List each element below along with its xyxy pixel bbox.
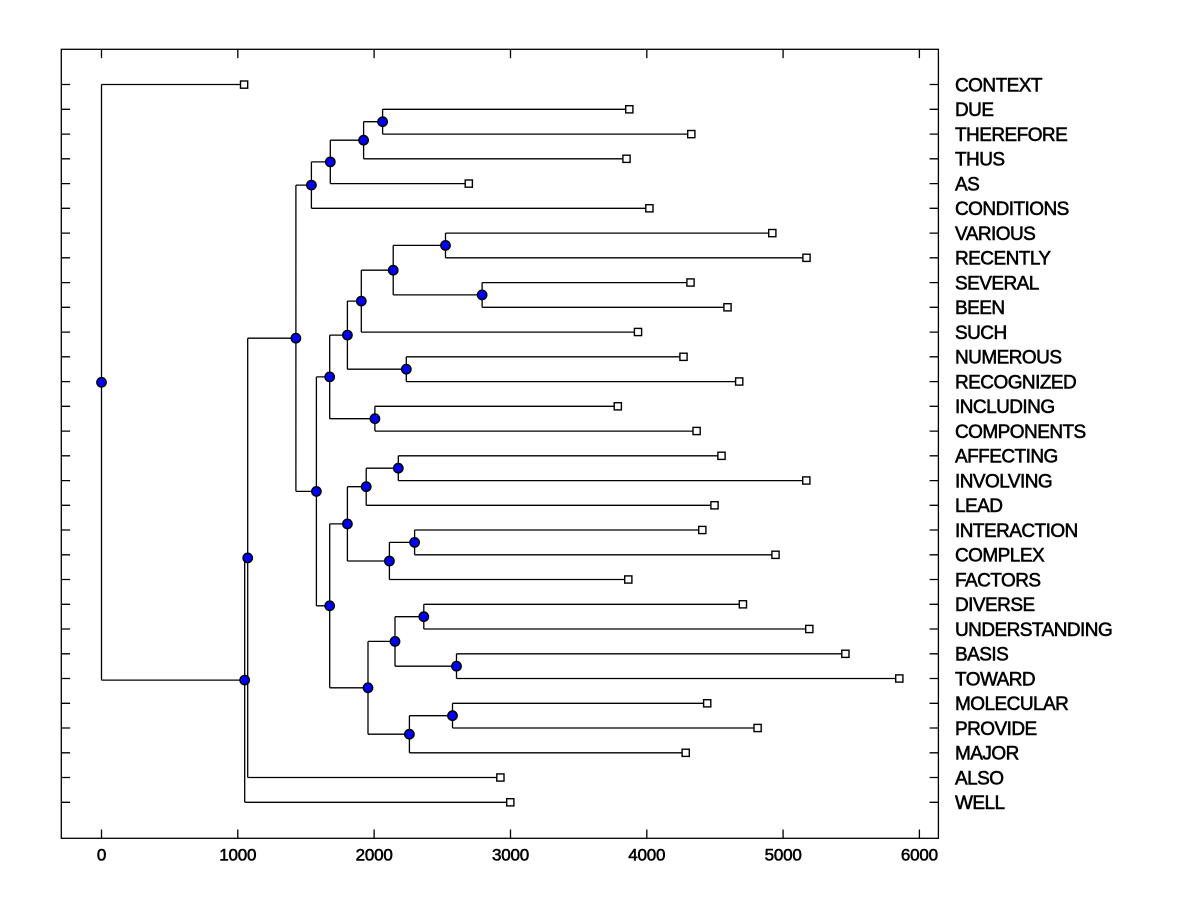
svg-text:2000: 2000 <box>356 846 393 865</box>
svg-text:LEAD: LEAD <box>955 496 1002 517</box>
svg-text:0: 0 <box>97 846 106 865</box>
svg-text:INTERACTION: INTERACTION <box>955 521 1078 542</box>
svg-text:BEEN: BEEN <box>955 298 1005 319</box>
svg-text:BASIS: BASIS <box>955 645 1008 666</box>
svg-text:UNDERSTANDING: UNDERSTANDING <box>955 620 1112 641</box>
svg-text:AS: AS <box>955 175 979 196</box>
svg-text:COMPLEX: COMPLEX <box>955 546 1045 567</box>
svg-text:CONDITIONS: CONDITIONS <box>955 199 1069 220</box>
svg-text:MAJOR: MAJOR <box>955 744 1019 765</box>
svg-text:INCLUDING: INCLUDING <box>955 397 1055 418</box>
svg-text:THEREFORE: THEREFORE <box>955 125 1067 146</box>
svg-text:COMPONENTS: COMPONENTS <box>955 422 1086 443</box>
svg-text:CONTEXT: CONTEXT <box>955 76 1043 97</box>
svg-text:RECOGNIZED: RECOGNIZED <box>955 372 1076 393</box>
svg-text:PROVIDE: PROVIDE <box>955 719 1037 740</box>
svg-text:TOWARD: TOWARD <box>955 669 1035 690</box>
svg-text:SUCH: SUCH <box>955 323 1007 344</box>
svg-text:AFFECTING: AFFECTING <box>955 447 1058 468</box>
svg-text:MOLECULAR: MOLECULAR <box>955 694 1068 715</box>
svg-text:3000: 3000 <box>492 846 529 865</box>
svg-text:6000: 6000 <box>901 846 938 865</box>
svg-text:INVOLVING: INVOLVING <box>955 471 1052 492</box>
svg-text:DIVERSE: DIVERSE <box>955 595 1035 616</box>
svg-text:VARIOUS: VARIOUS <box>955 224 1035 245</box>
svg-text:SEVERAL: SEVERAL <box>955 273 1039 294</box>
svg-text:DUE: DUE <box>955 100 993 121</box>
svg-text:1000: 1000 <box>219 846 256 865</box>
svg-text:FACTORS: FACTORS <box>955 570 1041 591</box>
svg-text:4000: 4000 <box>628 846 665 865</box>
svg-text:NUMEROUS: NUMEROUS <box>955 348 1061 369</box>
svg-text:WELL: WELL <box>955 793 1005 814</box>
svg-text:THUS: THUS <box>955 150 1005 171</box>
svg-text:5000: 5000 <box>765 846 802 865</box>
svg-text:ALSO: ALSO <box>955 768 1004 789</box>
svg-text:RECENTLY: RECENTLY <box>955 249 1051 270</box>
